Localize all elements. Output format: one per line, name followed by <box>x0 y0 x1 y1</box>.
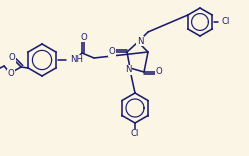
Text: O: O <box>81 32 87 41</box>
Text: NH: NH <box>70 56 83 64</box>
Text: O: O <box>109 47 115 56</box>
Text: O: O <box>9 54 15 63</box>
Text: Cl: Cl <box>222 17 230 27</box>
Text: N: N <box>137 37 143 46</box>
Text: Cl: Cl <box>131 129 139 139</box>
Text: O: O <box>8 70 14 78</box>
Text: N: N <box>125 66 131 75</box>
Text: O: O <box>156 68 162 76</box>
